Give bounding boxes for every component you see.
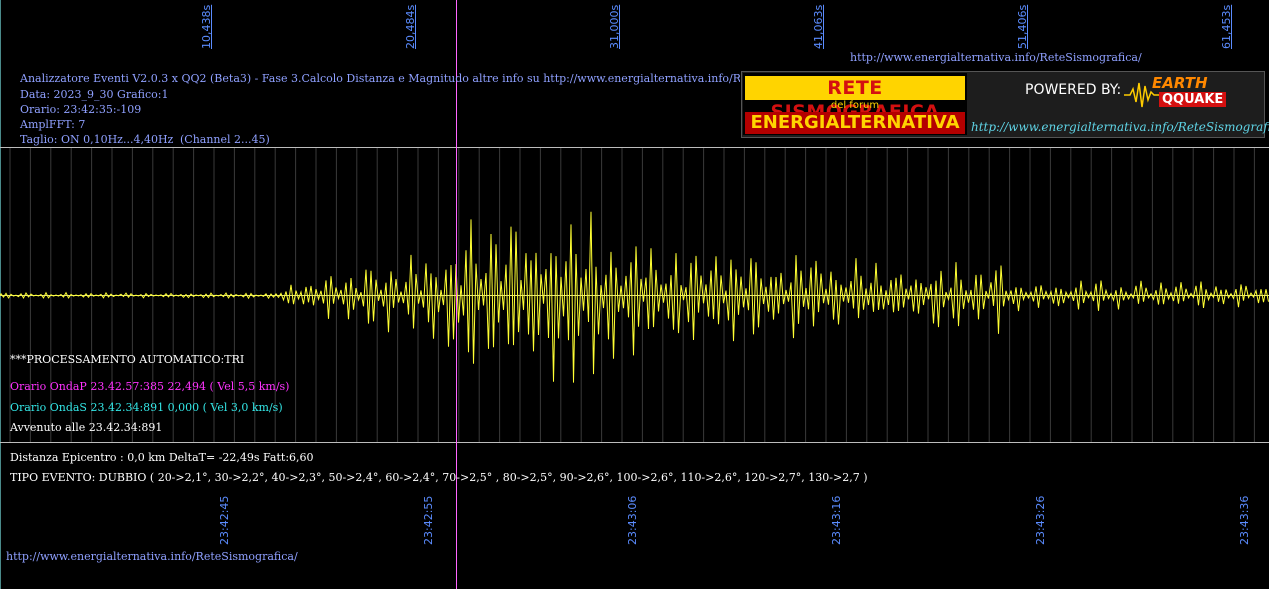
header-time: Orario: 23:42:35:-109 (20, 103, 142, 116)
bottom-tick-label: 23:42:45 (218, 495, 231, 545)
p-wave-time: Orario OndaP 23.42.57:385 22,494 ( Vel 5… (10, 380, 290, 393)
top-tick-label: 20,484s (404, 4, 417, 49)
top-url[interactable]: http://www.energialternativa.info/ReteSi… (850, 51, 1142, 64)
logo-title: RETE SISMOGRAFICA (745, 76, 965, 123)
top-tick-label: 10,438s (200, 4, 213, 49)
event-type: TIPO EVENTO: DUBBIO ( 20->2,1°, 30->2,2°… (10, 471, 868, 484)
bottom-tick-label: 23:42:55 (422, 495, 435, 545)
event-occurred-time: Avvenuto alle 23.42.34:891 (10, 421, 163, 434)
powered-by-label: POWERED BY: (1025, 82, 1122, 98)
top-tick-label: 41,063s (812, 4, 825, 49)
s-wave-time: Orario OndaS 23.42.34:891 0,000 ( Vel 3,… (10, 401, 283, 414)
epicenter-distance: Distanza Epicentro : 0,0 km DeltaT= -22,… (10, 451, 314, 464)
seismic-trace (0, 211, 1269, 383)
processing-status: ***PROCESSAMENTO AUTOMATICO:TRI (10, 353, 245, 366)
header-channel: (Channel 2...45) (180, 133, 270, 146)
logo-earth-text: EARTH (1152, 74, 1208, 92)
logo-url[interactable]: http://www.energialternativa.info/ReteSi… (971, 120, 1269, 134)
bottom-tick-label: 23:43:06 (626, 495, 639, 545)
top-tick-label: 51,406s (1016, 4, 1029, 49)
header-line-1: Analizzatore Eventi V2.0.3 x QQ2 (Beta3)… (20, 72, 740, 85)
header-ampl-fft: AmplFFT: 7 (20, 118, 86, 131)
seismograph-icon (1124, 82, 1164, 108)
header-filter: Taglio: ON 0,10Hz...4,40Hz (20, 133, 174, 146)
logo-forum-name: ENERGIALTERNATIVA (745, 112, 965, 134)
logo-qquake-text: QQUAKE (1159, 92, 1227, 107)
rete-sismografica-logo[interactable]: RETE SISMOGRAFICA del forum ENERGIALTERN… (741, 71, 1269, 138)
bottom-tick-label: 23:43:36 (1238, 495, 1251, 545)
top-tick-label: 31,000s (608, 4, 621, 49)
logo-subtitle: del forum (830, 100, 880, 111)
bottom-tick-label: 23:43:26 (1034, 495, 1047, 545)
logo-banner: RETE SISMOGRAFICA del forum ENERGIALTERN… (743, 73, 967, 135)
bottom-tick-label: 23:43:16 (830, 495, 843, 545)
header-date: Data: 2023_9_30 Grafico:1 (20, 88, 169, 101)
bottom-url[interactable]: http://www.energialternativa.info/ReteSi… (6, 550, 298, 563)
top-tick-label: 61,453s (1220, 4, 1233, 49)
